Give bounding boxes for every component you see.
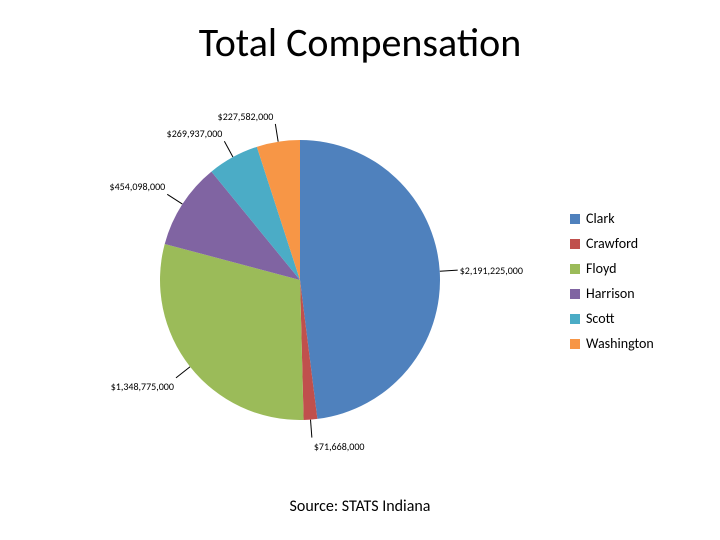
legend-item-harrison: Harrison [570,285,654,302]
legend-item-scott: Scott [570,310,654,327]
leader-line [440,270,458,271]
slice-label-crawford: $71,668,000 [314,440,365,453]
slice-label-floyd: $1,348,775,000 [111,380,174,393]
legend-label: Clark [586,210,615,227]
legend-label: Crawford [586,235,638,252]
legend-label: Scott [586,310,615,327]
pie-svg [160,140,440,420]
legend-label: Washington [586,335,654,352]
slice-label-clark: $2,191,225,000 [460,264,523,277]
slide: Total Compensation $2,191,225,000$71,668… [0,0,720,540]
pie-chart: $2,191,225,000$71,668,000$1,348,775,000$… [120,100,480,460]
legend-swatch [570,289,580,299]
slice-label-scott: $269,937,000 [167,127,223,140]
legend: Clark Crawford Floyd Harrison Scott Washingto… [570,210,654,360]
legend-item-clark: Clark [570,210,654,227]
legend-swatch [570,239,580,249]
legend-swatch [570,264,580,274]
legend-item-washington: Washington [570,335,654,352]
source-text: Source: STATS Indiana [0,497,720,516]
legend-label: Floyd [586,260,616,277]
legend-item-crawford: Crawford [570,235,654,252]
legend-swatch [570,339,580,349]
legend-swatch [570,214,580,224]
leader-line [311,420,312,438]
legend-label: Harrison [586,285,635,302]
page-title: Total Compensation [0,18,720,67]
legend-swatch [570,314,580,324]
pie-slice-clark [300,140,440,419]
slice-label-harrison: $454,098,000 [110,180,166,193]
slice-label-washington: $227,582,000 [218,110,274,123]
legend-item-floyd: Floyd [570,260,654,277]
